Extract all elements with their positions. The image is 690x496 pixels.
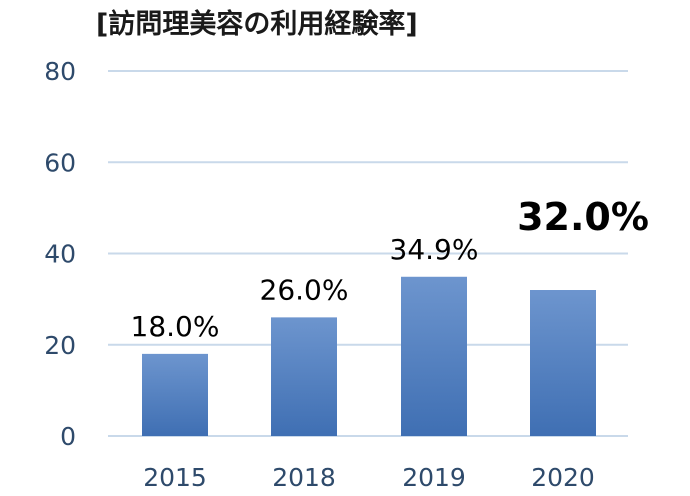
x-tick-label-2015: 2015 <box>143 463 207 492</box>
data-label-2020: 32.0% <box>517 195 649 239</box>
y-axis-ticks: 0 20 40 60 80 <box>44 57 76 451</box>
x-tick-label-2020: 2020 <box>531 463 595 492</box>
bar-2019 <box>401 276 467 436</box>
bar-2020 <box>530 290 596 436</box>
chart-title: [訪問理美容の利用経験率] <box>96 9 418 40</box>
y-tick-label: 60 <box>44 148 76 177</box>
bar-2015 <box>142 353 208 436</box>
bar-2018 <box>271 317 337 436</box>
data-label-2018: 26.0% <box>260 273 349 306</box>
data-label-2015: 18.0% <box>131 310 220 343</box>
y-tick-label: 20 <box>44 331 76 360</box>
x-axis-ticks: 2015 2018 2019 2020 <box>143 463 595 492</box>
y-tick-label: 80 <box>44 57 76 86</box>
x-tick-label-2018: 2018 <box>272 463 336 492</box>
y-tick-label: 0 <box>60 422 76 451</box>
y-tick-label: 40 <box>44 240 76 269</box>
x-tick-label-2019: 2019 <box>402 463 466 492</box>
data-label-2019: 34.9% <box>390 233 479 266</box>
data-labels: 18.0% 26.0% 34.9% 32.0% <box>131 195 649 343</box>
bars <box>142 276 596 436</box>
